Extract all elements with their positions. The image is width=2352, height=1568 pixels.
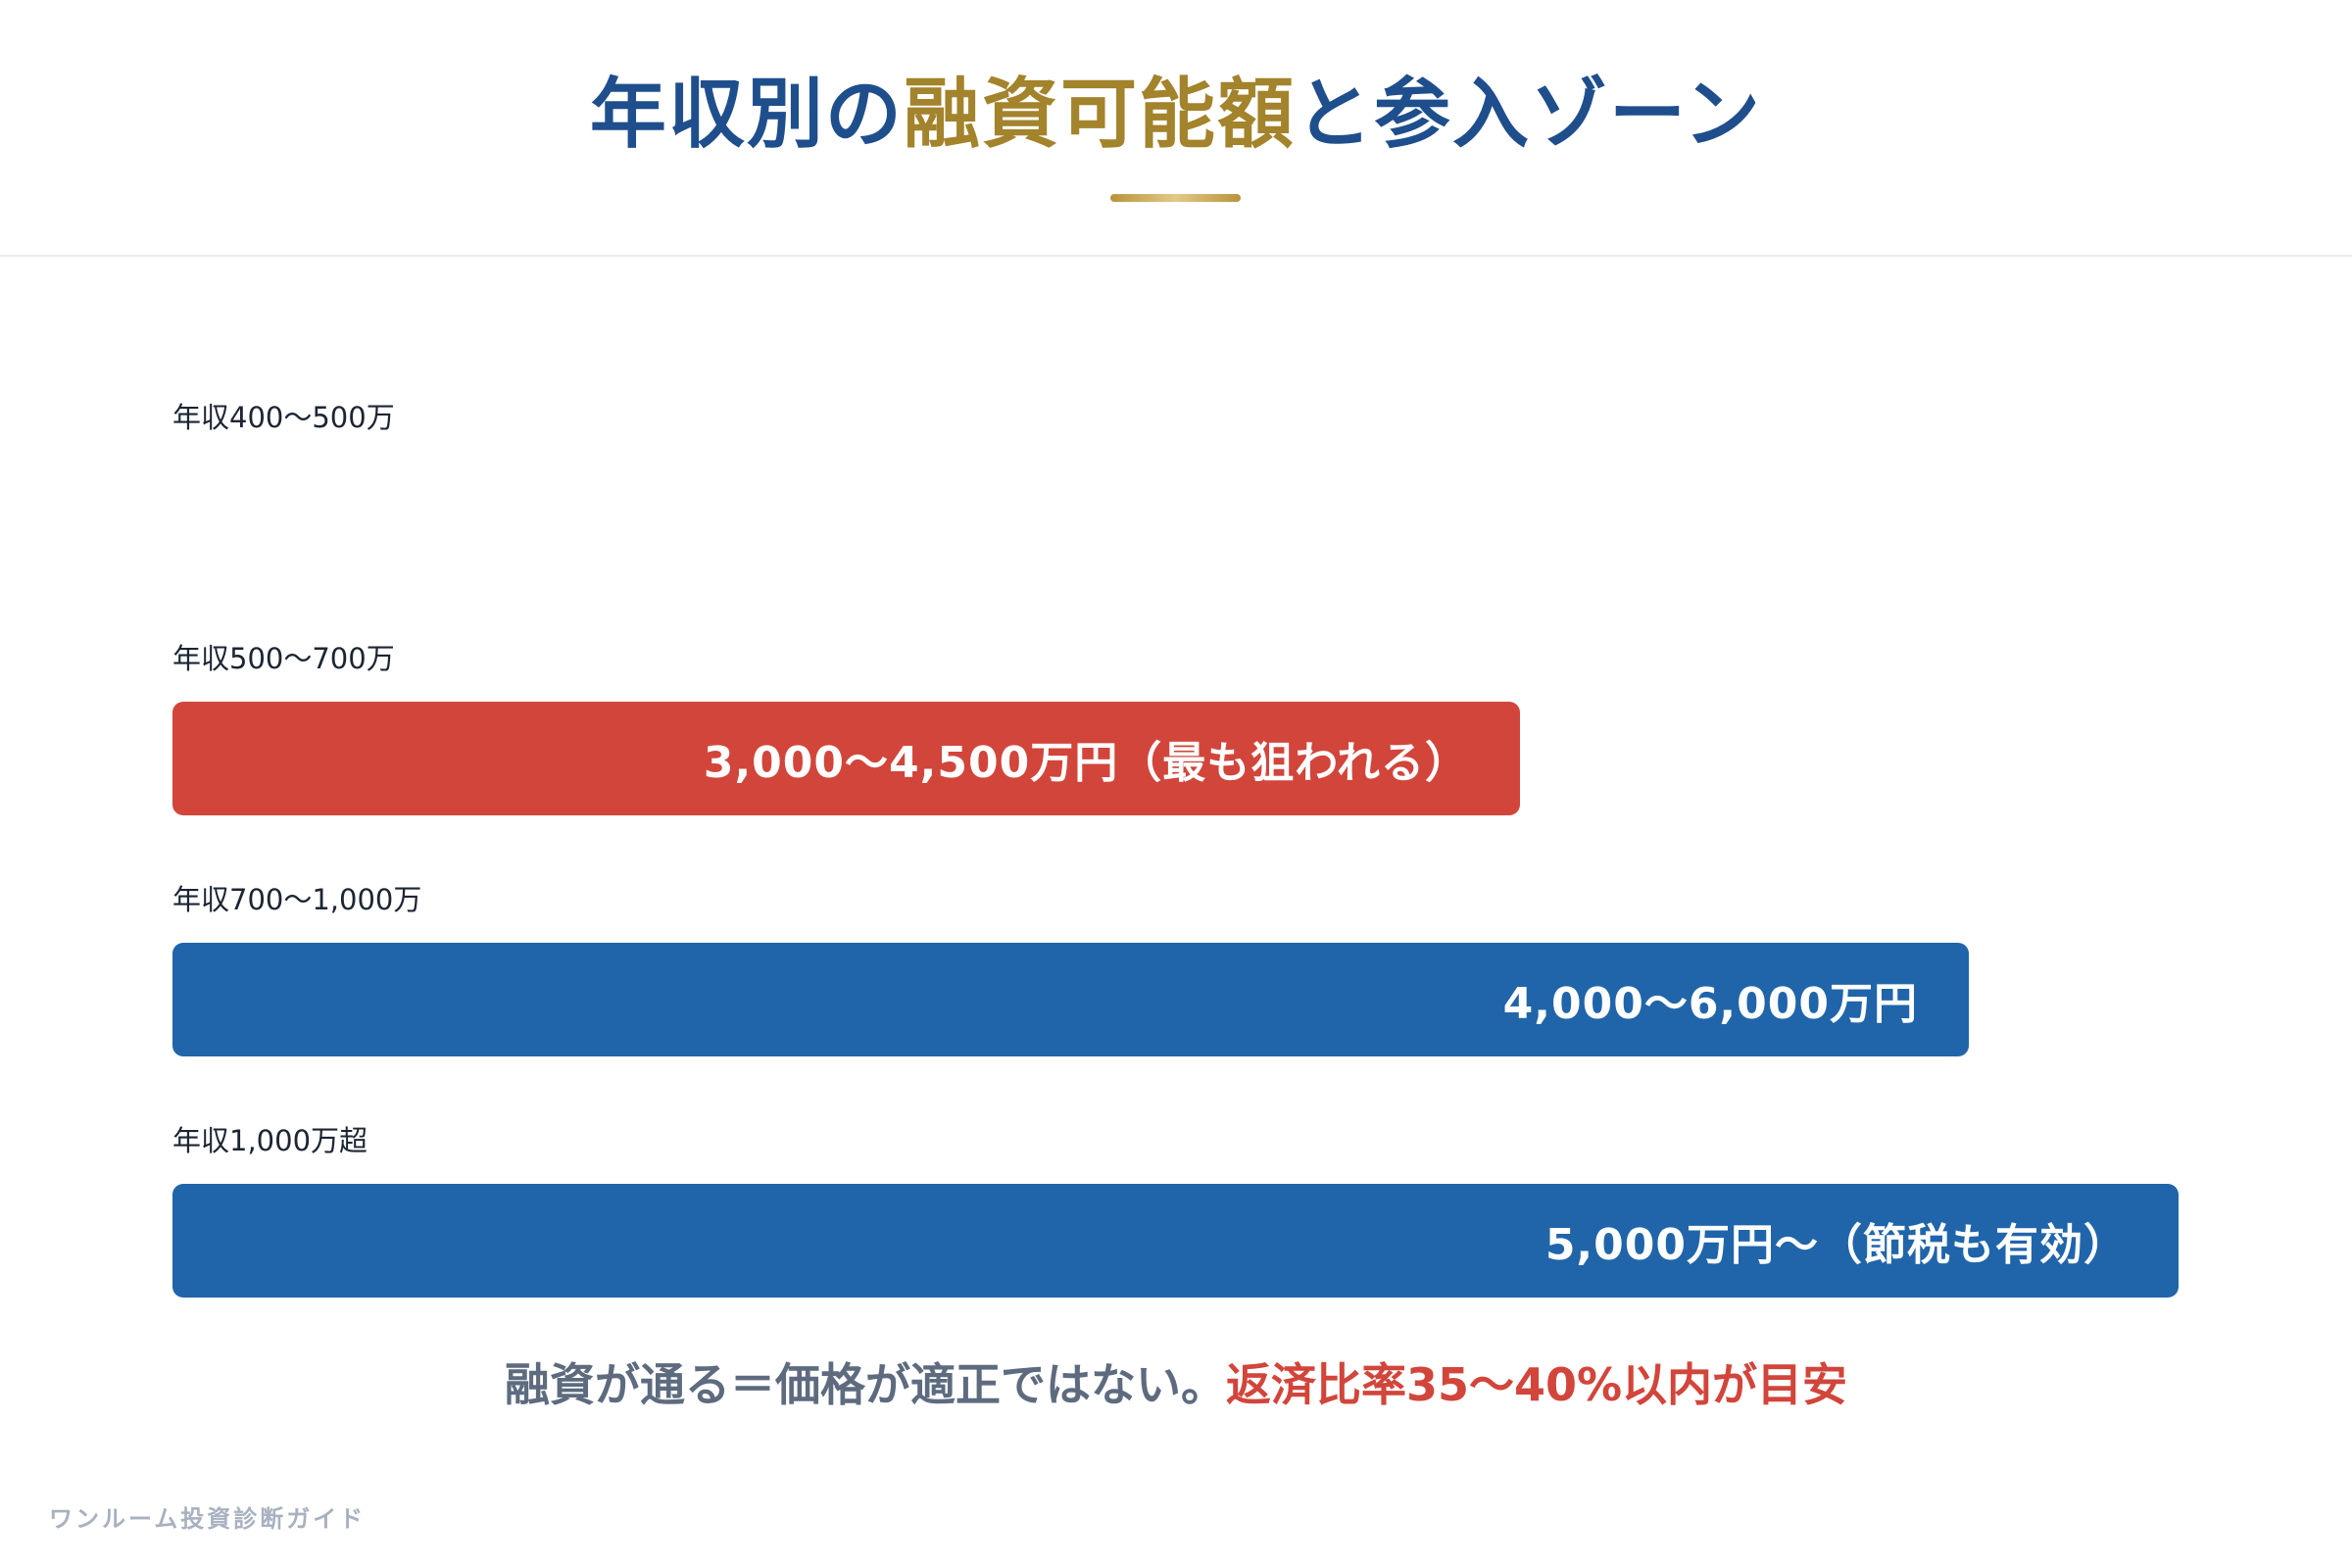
row-label-400-500: 年収400〜500万 bbox=[172, 401, 395, 434]
title-part-3: と参入ゾーン bbox=[1295, 71, 1763, 159]
summary-note: 融資が通る＝価格が適正ではない。返済比率35〜40%以内が目安 bbox=[0, 1350, 2352, 1419]
title-part-2: 融資可能額 bbox=[903, 71, 1296, 159]
header: 年収別の融資可能額と参入ゾーン bbox=[0, 0, 2352, 257]
row-label-700-1000: 年収700〜1,000万 bbox=[172, 883, 422, 916]
bar-500-700: 3,000〜4,500万円（最も狙われる） bbox=[172, 702, 1520, 815]
footer-brand: ワンルーム投資診断ガイド bbox=[49, 1505, 367, 1533]
bar-700-1000: 4,000〜6,000万円 bbox=[172, 943, 1969, 1056]
bar-label-1000-plus: 5,000万円〜（節税も有効） bbox=[1544, 1220, 2128, 1270]
note-highlight: 返済比率35〜40%以内が目安 bbox=[1225, 1358, 1848, 1411]
row-label-1000-plus: 年収1,000万超 bbox=[172, 1124, 368, 1157]
page-title: 年収別の融資可能額と参入ゾーン bbox=[0, 61, 2352, 169]
row-label-500-700: 年収500〜700万 bbox=[172, 642, 395, 675]
bar-label-700-1000: 4,000〜6,000万円 bbox=[1502, 979, 1918, 1029]
bar-1000-plus: 5,000万円〜（節税も有効） bbox=[172, 1184, 2179, 1298]
note-text: 融資が通る＝価格が適正ではない。 bbox=[504, 1358, 1226, 1411]
title-part-1: 年収別の bbox=[589, 71, 904, 159]
bar-label-500-700: 3,000〜4,500万円（最も狙われる） bbox=[703, 738, 1469, 788]
title-underline bbox=[1110, 194, 1241, 202]
